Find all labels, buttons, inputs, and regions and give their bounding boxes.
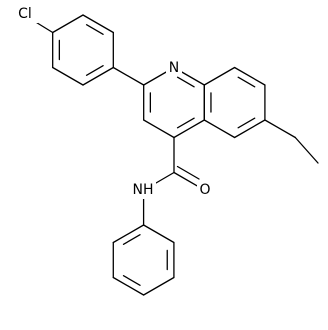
label-bg — [130, 182, 156, 199]
bond — [52, 66, 84, 86]
bond — [176, 165, 200, 180]
bond — [233, 119, 266, 139]
bond — [82, 14, 114, 34]
bond — [237, 117, 256, 129]
bond — [112, 224, 145, 244]
bond — [112, 276, 145, 296]
bond — [203, 119, 236, 139]
bond — [176, 76, 195, 88]
bond — [112, 66, 145, 86]
label-bg — [197, 182, 213, 199]
bond — [233, 66, 266, 86]
label-bg — [166, 59, 182, 76]
bonds — [33, 14, 319, 296]
label-bg — [12, 5, 38, 23]
bond — [237, 76, 256, 88]
bond — [82, 66, 114, 86]
bond — [173, 119, 205, 139]
bond — [203, 66, 236, 86]
atom-label: Cl — [18, 6, 32, 22]
atom-labels: Cl N O NH — [12, 5, 213, 199]
bond — [52, 14, 84, 34]
bond — [173, 171, 198, 187]
bond — [143, 119, 175, 139]
bond — [85, 65, 104, 76]
bond — [142, 276, 175, 296]
atom-label: N — [169, 60, 179, 76]
bond — [142, 224, 175, 244]
atom-label: O — [199, 182, 210, 198]
bond — [294, 136, 319, 164]
bond — [122, 234, 141, 245]
bond — [176, 117, 195, 129]
atom-label: NH — [133, 182, 154, 198]
bond — [155, 171, 175, 184]
bond — [122, 275, 141, 286]
bond — [85, 24, 104, 35]
bond — [264, 119, 296, 139]
